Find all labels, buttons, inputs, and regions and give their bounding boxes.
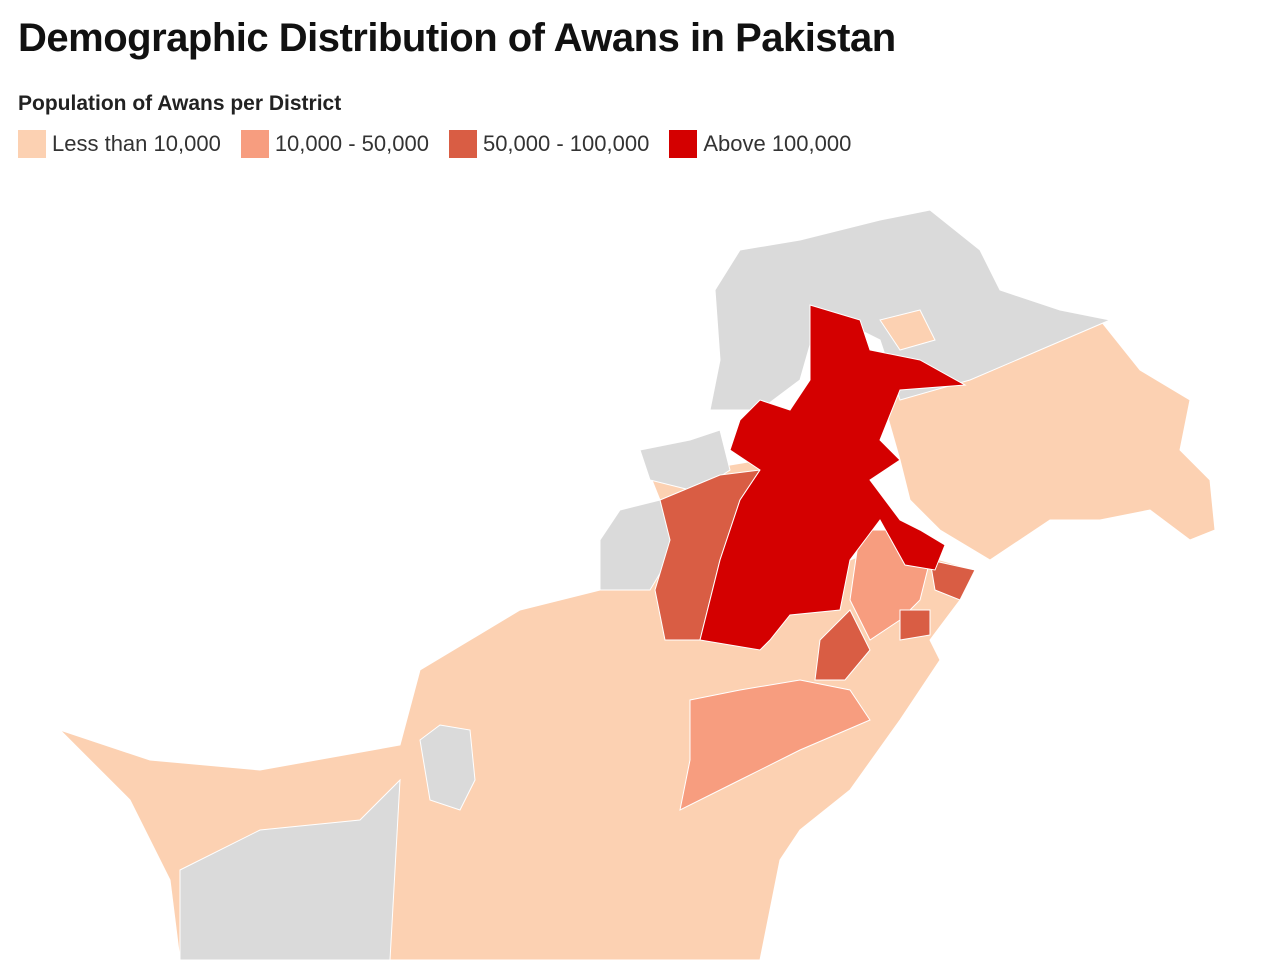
region [929, 559, 976, 601]
region [709, 209, 1112, 411]
legend-label: Above 100,000 [703, 131, 852, 156]
region [699, 304, 967, 651]
legend-label: 50,000 - 100,000 [482, 131, 650, 156]
legend-swatch [240, 130, 269, 158]
region [814, 609, 871, 681]
region [899, 609, 931, 641]
title: Demographic Distribution of Awans in Pak… [18, 16, 896, 60]
legend-item: Above 100,000 [669, 130, 851, 158]
region [419, 724, 476, 811]
legend-item: 50,000 - 100,000 [448, 130, 650, 158]
legend-title: Population of Awans per District [18, 92, 342, 115]
region [879, 309, 936, 351]
legend-label: Less than 10,000 [52, 131, 221, 156]
legend-item: 10,000 - 50,000 [240, 130, 429, 158]
legend-item: Less than 10,000 [18, 130, 221, 158]
legend: Less than 10,000 10,000 - 50,000 50,000 - … [18, 130, 851, 158]
legend-swatch [669, 130, 698, 158]
legend-swatch [18, 130, 46, 158]
region [679, 679, 871, 811]
legend-label: 10,000 - 50,000 [274, 131, 429, 156]
region [179, 778, 401, 960]
legend-swatch [448, 130, 477, 158]
